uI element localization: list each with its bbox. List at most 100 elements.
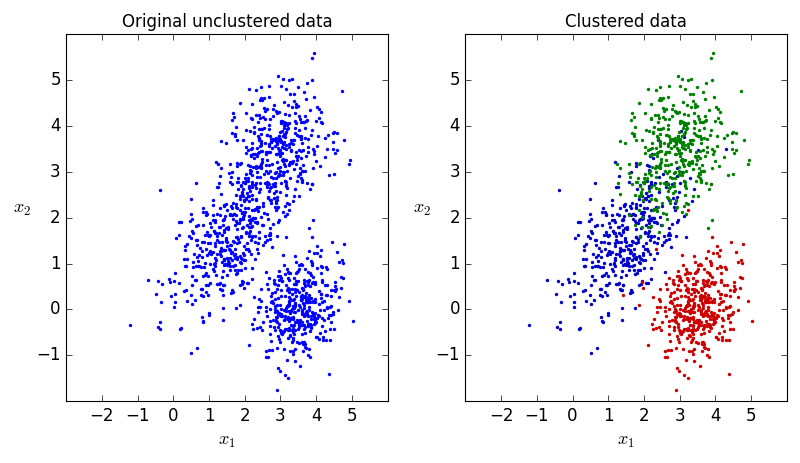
- Point: [654, 163, 667, 171]
- Point: [674, 82, 686, 89]
- Point: [677, 345, 690, 353]
- Point: [650, 150, 663, 157]
- Point: [260, 156, 273, 164]
- Point: [302, 225, 315, 232]
- Point: [274, 305, 287, 313]
- Point: [186, 300, 198, 307]
- Point: [298, 344, 311, 351]
- Point: [306, 233, 318, 241]
- Point: [332, 307, 345, 314]
- Point: [634, 191, 647, 198]
- Point: [664, 197, 677, 204]
- Point: [266, 113, 279, 120]
- Point: [687, 302, 700, 309]
- Point: [321, 281, 334, 288]
- Point: [663, 196, 676, 204]
- Point: [688, 345, 701, 352]
- Point: [217, 304, 230, 312]
- Point: [260, 150, 273, 157]
- Point: [597, 263, 610, 271]
- Point: [190, 222, 202, 229]
- Point: [636, 178, 649, 185]
- Point: [701, 282, 714, 289]
- Point: [242, 204, 254, 212]
- Point: [333, 294, 346, 301]
- Point: [659, 131, 672, 138]
- Point: [230, 162, 243, 169]
- Point: [269, 280, 282, 288]
- Point: [663, 231, 676, 238]
- Point: [235, 191, 248, 198]
- Point: [266, 180, 279, 188]
- Point: [614, 137, 626, 144]
- Point: [284, 139, 297, 147]
- Point: [686, 350, 699, 357]
- Point: [298, 134, 311, 142]
- Point: [289, 326, 302, 334]
- Point: [270, 196, 283, 203]
- Point: [222, 257, 234, 265]
- Point: [682, 158, 695, 165]
- Point: [635, 209, 648, 217]
- Point: [697, 312, 710, 319]
- Point: [303, 276, 316, 284]
- Point: [644, 151, 657, 159]
- Point: [673, 163, 686, 171]
- Point: [622, 263, 635, 270]
- Point: [251, 250, 264, 257]
- Point: [662, 148, 675, 156]
- Point: [585, 227, 598, 235]
- Point: [710, 311, 723, 319]
- Point: [642, 247, 655, 255]
- Point: [225, 289, 238, 296]
- Point: [714, 118, 727, 125]
- Point: [666, 106, 678, 113]
- Point: [291, 177, 304, 184]
- Point: [249, 181, 262, 188]
- Point: [648, 219, 661, 226]
- Point: [686, 348, 698, 355]
- Point: [678, 371, 690, 379]
- Point: [319, 263, 332, 270]
- Point: [674, 275, 687, 282]
- Point: [677, 144, 690, 152]
- Point: [241, 174, 254, 181]
- Point: [662, 122, 674, 129]
- Point: [584, 291, 597, 298]
- Point: [336, 88, 349, 95]
- Point: [287, 323, 300, 330]
- Point: [598, 272, 610, 279]
- Point: [250, 219, 263, 226]
- Point: [645, 178, 658, 185]
- Point: [646, 155, 659, 162]
- Point: [684, 338, 697, 345]
- Point: [270, 197, 283, 205]
- Point: [579, 263, 592, 270]
- Point: [212, 183, 225, 191]
- Point: [233, 100, 246, 107]
- Point: [743, 156, 756, 163]
- Point: [726, 309, 739, 316]
- Point: [230, 204, 243, 212]
- Point: [164, 279, 177, 286]
- Point: [650, 304, 663, 311]
- Point: [670, 310, 683, 317]
- Point: [218, 201, 230, 209]
- Point: [674, 138, 686, 145]
- Point: [303, 353, 316, 361]
- Point: [300, 344, 313, 351]
- Point: [674, 118, 687, 125]
- Point: [302, 136, 314, 143]
- Point: [622, 254, 635, 262]
- Point: [247, 325, 260, 332]
- Point: [625, 180, 638, 188]
- Point: [255, 164, 268, 172]
- Point: [686, 334, 699, 341]
- Point: [642, 279, 654, 286]
- Point: [667, 323, 680, 331]
- Point: [261, 148, 274, 156]
- Point: [265, 299, 278, 306]
- Point: [281, 167, 294, 175]
- Point: [295, 177, 308, 184]
- Point: [291, 316, 304, 324]
